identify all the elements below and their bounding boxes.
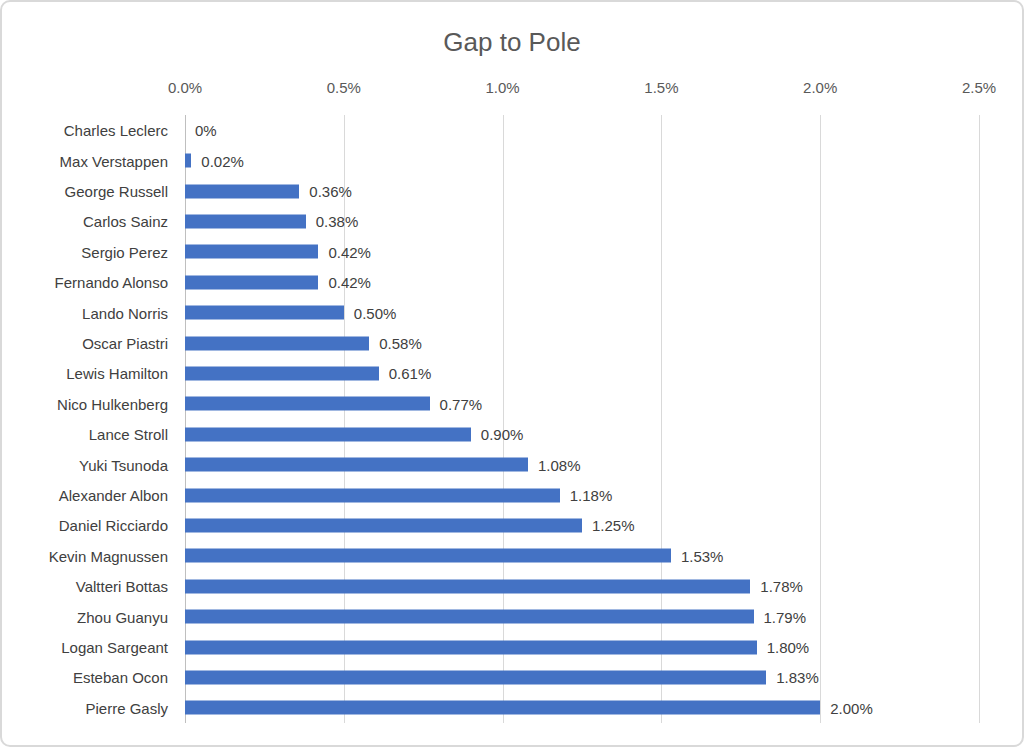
gridline: [979, 115, 980, 723]
bar: [185, 670, 766, 684]
value-label: 1.25%: [592, 517, 635, 534]
category-label: Logan Sargeant: [2, 639, 168, 656]
bar-row: 1.78%: [185, 578, 979, 595]
value-label: 2.00%: [830, 699, 873, 716]
x-axis-tick: 1.5%: [644, 79, 678, 96]
value-label: 1.78%: [760, 578, 803, 595]
gridline: [661, 115, 662, 723]
category-label: Max Verstappen: [2, 152, 168, 169]
category-label: Sergio Perez: [2, 243, 168, 260]
bar: [185, 640, 757, 654]
bar: [185, 306, 344, 320]
category-label: Carlos Sainz: [2, 213, 168, 230]
bar: [185, 275, 318, 289]
value-label: 1.18%: [570, 487, 613, 504]
category-label: Yuki Tsunoda: [2, 456, 168, 473]
bar-row: 0.42%: [185, 274, 979, 291]
bar: [185, 366, 379, 380]
bar-row: 0%: [185, 122, 979, 139]
x-axis-tick: 0.5%: [327, 79, 361, 96]
category-axis: Charles Leclerc Max Verstappen George Russ…: [2, 115, 168, 723]
bar-row: 1.83%: [185, 669, 979, 686]
bar-row: 0.90%: [185, 426, 979, 443]
bar: [185, 154, 191, 168]
category-label: Lance Stroll: [2, 426, 168, 443]
value-label: 1.80%: [767, 639, 810, 656]
bar: [185, 549, 671, 563]
value-label: 0.77%: [440, 395, 483, 412]
value-label: 0.90%: [481, 426, 524, 443]
bar: [185, 518, 582, 532]
bar: [185, 336, 369, 350]
category-label: Lando Norris: [2, 304, 168, 321]
category-label: Lewis Hamilton: [2, 365, 168, 382]
bar-row: 0.02%: [185, 152, 979, 169]
category-label: Oscar Piastri: [2, 335, 168, 352]
bar: [185, 427, 471, 441]
axis-line: [185, 115, 186, 723]
bar-row: 1.53%: [185, 547, 979, 564]
bar: [185, 184, 299, 198]
bar-row: 1.08%: [185, 456, 979, 473]
bar-row: 2.00%: [185, 699, 979, 716]
category-label: Zhou Guanyu: [2, 608, 168, 625]
bar-row: 0.77%: [185, 395, 979, 412]
bar: [185, 610, 754, 624]
chart-title: Gap to Pole: [2, 26, 1022, 58]
value-label: 0.36%: [309, 183, 352, 200]
value-label: 0.38%: [316, 213, 359, 230]
bar-row: 0.36%: [185, 183, 979, 200]
bar: [185, 458, 528, 472]
value-label: 1.53%: [681, 547, 724, 564]
bar-row: 1.18%: [185, 487, 979, 504]
bar: [185, 214, 306, 228]
value-label: 0.42%: [328, 243, 371, 260]
category-label: George Russell: [2, 183, 168, 200]
bar: [185, 701, 820, 715]
x-axis-tick: 2.0%: [803, 79, 837, 96]
chart-frame: Gap to Pole 0.0% 0.5% 1.0% 1.5% 2.0% 2.5% Cha…: [0, 0, 1024, 747]
value-label: 0%: [195, 122, 217, 139]
bar: [185, 397, 430, 411]
bar-row: 0.42%: [185, 243, 979, 260]
category-label: Valtteri Bottas: [2, 578, 168, 595]
value-label: 1.08%: [538, 456, 581, 473]
category-label: Charles Leclerc: [2, 122, 168, 139]
category-label: Nico Hulkenberg: [2, 395, 168, 412]
bar-row: 1.79%: [185, 608, 979, 625]
category-label: Esteban Ocon: [2, 669, 168, 686]
value-label: 0.58%: [379, 335, 422, 352]
x-axis: 0.0%0.5%1.0%1.5%2.0%2.5%: [185, 79, 979, 99]
bar-row: 0.50%: [185, 304, 979, 321]
gridline: [820, 115, 821, 723]
gridline: [344, 115, 345, 723]
category-label: Pierre Gasly: [2, 699, 168, 716]
bar-row: 1.25%: [185, 517, 979, 534]
x-axis-tick: 1.0%: [485, 79, 519, 96]
bar: [185, 579, 750, 593]
value-label: 0.02%: [201, 152, 244, 169]
bar-row: 0.61%: [185, 365, 979, 382]
category-label: Daniel Ricciardo: [2, 517, 168, 534]
bar-row: 0.38%: [185, 213, 979, 230]
x-axis-tick: 2.5%: [962, 79, 996, 96]
category-label: Fernando Alonso: [2, 274, 168, 291]
bar: [185, 488, 560, 502]
category-label: Kevin Magnussen: [2, 547, 168, 564]
gridline: [503, 115, 504, 723]
value-label: 0.50%: [354, 304, 397, 321]
value-label: 1.83%: [776, 669, 819, 686]
bar: [185, 245, 318, 259]
bar-row: 0.58%: [185, 335, 979, 352]
bar-row: 1.80%: [185, 639, 979, 656]
value-label: 1.79%: [764, 608, 807, 625]
category-label: Alexander Albon: [2, 487, 168, 504]
plot-area: 0% 0.02% 0.36% 0.38% 0.42% 0.42% 0.50% 0.58% 0.6…: [185, 115, 979, 723]
value-label: 0.61%: [389, 365, 432, 382]
x-axis-tick: 0.0%: [168, 79, 202, 96]
value-label: 0.42%: [328, 274, 371, 291]
